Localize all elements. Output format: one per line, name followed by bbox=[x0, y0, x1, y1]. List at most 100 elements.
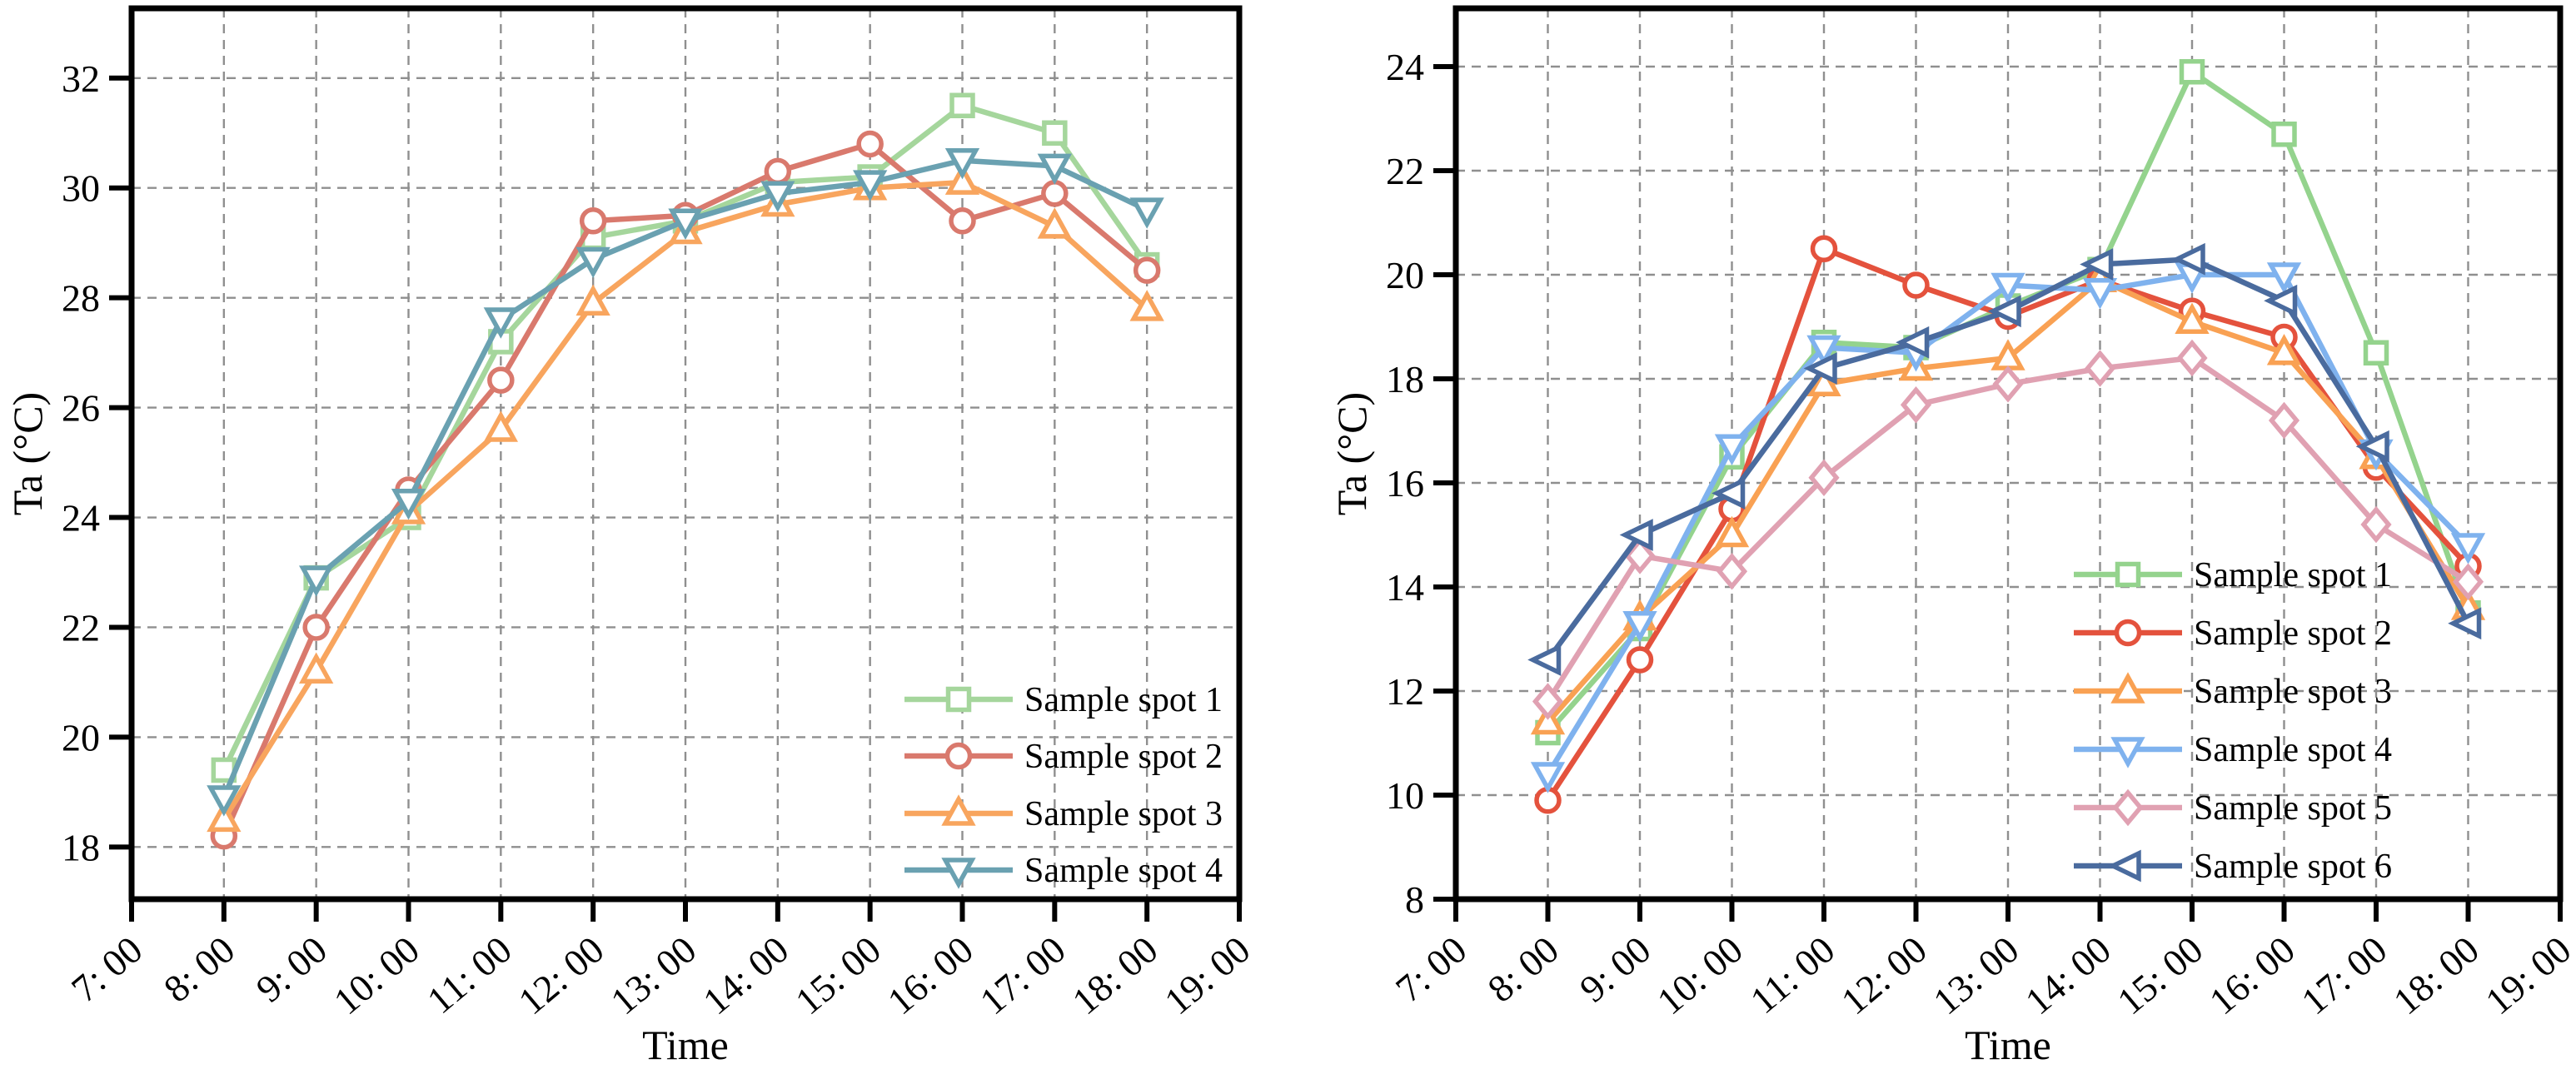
legend-item: Sample spot 4 bbox=[904, 852, 1223, 890]
marker-triangle-down bbox=[2082, 278, 2118, 310]
x-tick-label: 16: 00 bbox=[2201, 928, 2303, 1023]
grid bbox=[1456, 8, 2560, 901]
y-tick-label: 28 bbox=[62, 277, 100, 320]
marker-diamond bbox=[2360, 505, 2392, 544]
marker-diamond bbox=[1808, 459, 1840, 497]
marker-square bbox=[949, 92, 975, 119]
marker-circle bbox=[1810, 235, 1838, 262]
x-tick-label: 13: 00 bbox=[1926, 928, 2027, 1023]
marker-circle bbox=[579, 207, 607, 235]
legend-label: Sample spot 6 bbox=[2194, 848, 2392, 886]
x-tick-label: 11: 00 bbox=[1742, 928, 1843, 1022]
marker-triangle-up bbox=[2175, 302, 2210, 334]
y-tick-label: 8 bbox=[1405, 878, 1424, 921]
x-tick-label: 8: 00 bbox=[156, 928, 242, 1011]
marker-circle bbox=[764, 157, 792, 186]
marker-triangle-down bbox=[941, 858, 976, 889]
marker-triangle-down bbox=[1530, 762, 1566, 793]
marker-triangle-left bbox=[1803, 352, 1837, 385]
marker-triangle-left bbox=[2264, 284, 2298, 317]
marker-diamond bbox=[1900, 385, 1932, 424]
marker-diamond bbox=[2452, 563, 2484, 601]
marker-triangle-down bbox=[207, 785, 242, 817]
marker-square bbox=[2115, 561, 2141, 588]
ticks bbox=[1433, 64, 2563, 922]
marker-triangle-up bbox=[2110, 672, 2145, 704]
marker-triangle-down bbox=[1806, 335, 1841, 367]
chart-right: Sample spot 1 Sample spot 2 Sample spot 3 S… bbox=[1433, 5, 2564, 922]
plot-border bbox=[128, 5, 1243, 903]
marker-triangle-down bbox=[2110, 737, 2145, 768]
marker-triangle-up bbox=[207, 800, 242, 833]
marker-triangle-up bbox=[1530, 703, 1566, 735]
marker-triangle-left bbox=[1527, 644, 1562, 676]
marker-triangle-left bbox=[2080, 248, 2114, 281]
marker-triangle-down bbox=[1129, 197, 1164, 229]
x-tick-label: 8: 00 bbox=[1480, 928, 1567, 1011]
legend-label: Sample spot 2 bbox=[1024, 738, 1223, 776]
legend-item: Sample spot 2 bbox=[2074, 614, 2392, 653]
marker-circle bbox=[944, 742, 973, 770]
marker-triangle-down bbox=[299, 565, 334, 597]
marker-triangle-left bbox=[1987, 295, 2021, 328]
y-tick-label: 18 bbox=[1386, 358, 1424, 400]
marker-triangle-up bbox=[2266, 334, 2302, 365]
x-tick-label: 14: 00 bbox=[695, 928, 796, 1023]
marker-triangle-down bbox=[668, 208, 703, 240]
x-tick-label: 15: 00 bbox=[2110, 928, 2211, 1023]
y-tick-label: 16 bbox=[1386, 462, 1424, 505]
marker-triangle-left bbox=[1712, 477, 1746, 510]
marker-triangle-up bbox=[299, 652, 334, 684]
x-tick-label: 16: 00 bbox=[879, 928, 981, 1023]
marker-square bbox=[2363, 340, 2389, 365]
x-tick-label: 13: 00 bbox=[603, 928, 705, 1023]
x-tick-label: 18: 00 bbox=[2385, 928, 2487, 1023]
x-tick-label: 17: 00 bbox=[2294, 928, 2395, 1023]
chart-left: Sample spot 1 Sample spot 2 Sample spot 3 S… bbox=[109, 5, 1243, 922]
marker-diamond bbox=[1532, 683, 1564, 720]
x-tick-label: 7: 00 bbox=[63, 928, 150, 1011]
y-tick-label: 26 bbox=[62, 387, 100, 430]
marker-triangle-down bbox=[760, 181, 795, 213]
legend-label: Sample spot 1 bbox=[2194, 556, 2392, 594]
marker-triangle-up bbox=[575, 284, 610, 316]
marker-diamond bbox=[2268, 401, 2300, 440]
y-tick-label: 22 bbox=[62, 606, 100, 649]
marker-circle bbox=[1626, 646, 1654, 674]
y-tick-label: 24 bbox=[62, 497, 100, 540]
marker-diamond bbox=[1992, 365, 2024, 403]
legend: Sample spot 1 Sample spot 2 Sample spot 3 S… bbox=[2074, 556, 2392, 886]
legend-label: Sample spot 1 bbox=[1024, 681, 1223, 719]
legend-label: Sample spot 2 bbox=[2194, 614, 2392, 653]
marker-triangle-left bbox=[1619, 519, 1653, 551]
x-axis-title: Time bbox=[642, 1022, 729, 1068]
ticks bbox=[109, 75, 1242, 922]
y-axis-title: Ta (°C) bbox=[4, 392, 51, 515]
marker-circle bbox=[1041, 180, 1069, 207]
y-tick-label: 12 bbox=[1386, 670, 1424, 713]
legend-item: Sample spot 1 bbox=[904, 681, 1223, 719]
legend-label: Sample spot 3 bbox=[2194, 673, 2392, 711]
marker-circle bbox=[949, 207, 976, 235]
marker-triangle-up bbox=[483, 410, 518, 442]
marker-triangle-down bbox=[2450, 533, 2486, 564]
marker-triangle-up bbox=[1037, 207, 1072, 239]
x-tick-label: 9: 00 bbox=[248, 928, 335, 1011]
x-tick-label: 14: 00 bbox=[2017, 928, 2119, 1023]
x-tick-label: 10: 00 bbox=[326, 928, 427, 1023]
y-tick-label: 10 bbox=[1386, 774, 1424, 817]
marker-diamond bbox=[1716, 552, 1748, 590]
legend-label: Sample spot 4 bbox=[1024, 852, 1223, 890]
marker-triangle-left bbox=[2171, 242, 2205, 276]
y-tick-label: 22 bbox=[1386, 150, 1424, 192]
x-tick-label: 15: 00 bbox=[787, 928, 889, 1023]
marker-triangle-down bbox=[1714, 434, 1750, 465]
marker-diamond bbox=[2112, 788, 2144, 827]
series-sample-spot-6 bbox=[1527, 242, 2482, 676]
y-tick-label: 18 bbox=[62, 826, 100, 868]
x-tick-label: 12: 00 bbox=[511, 928, 612, 1023]
y-tick-label: 20 bbox=[62, 716, 100, 758]
marker-triangle-up bbox=[944, 163, 980, 195]
marker-circle bbox=[1902, 271, 1930, 299]
